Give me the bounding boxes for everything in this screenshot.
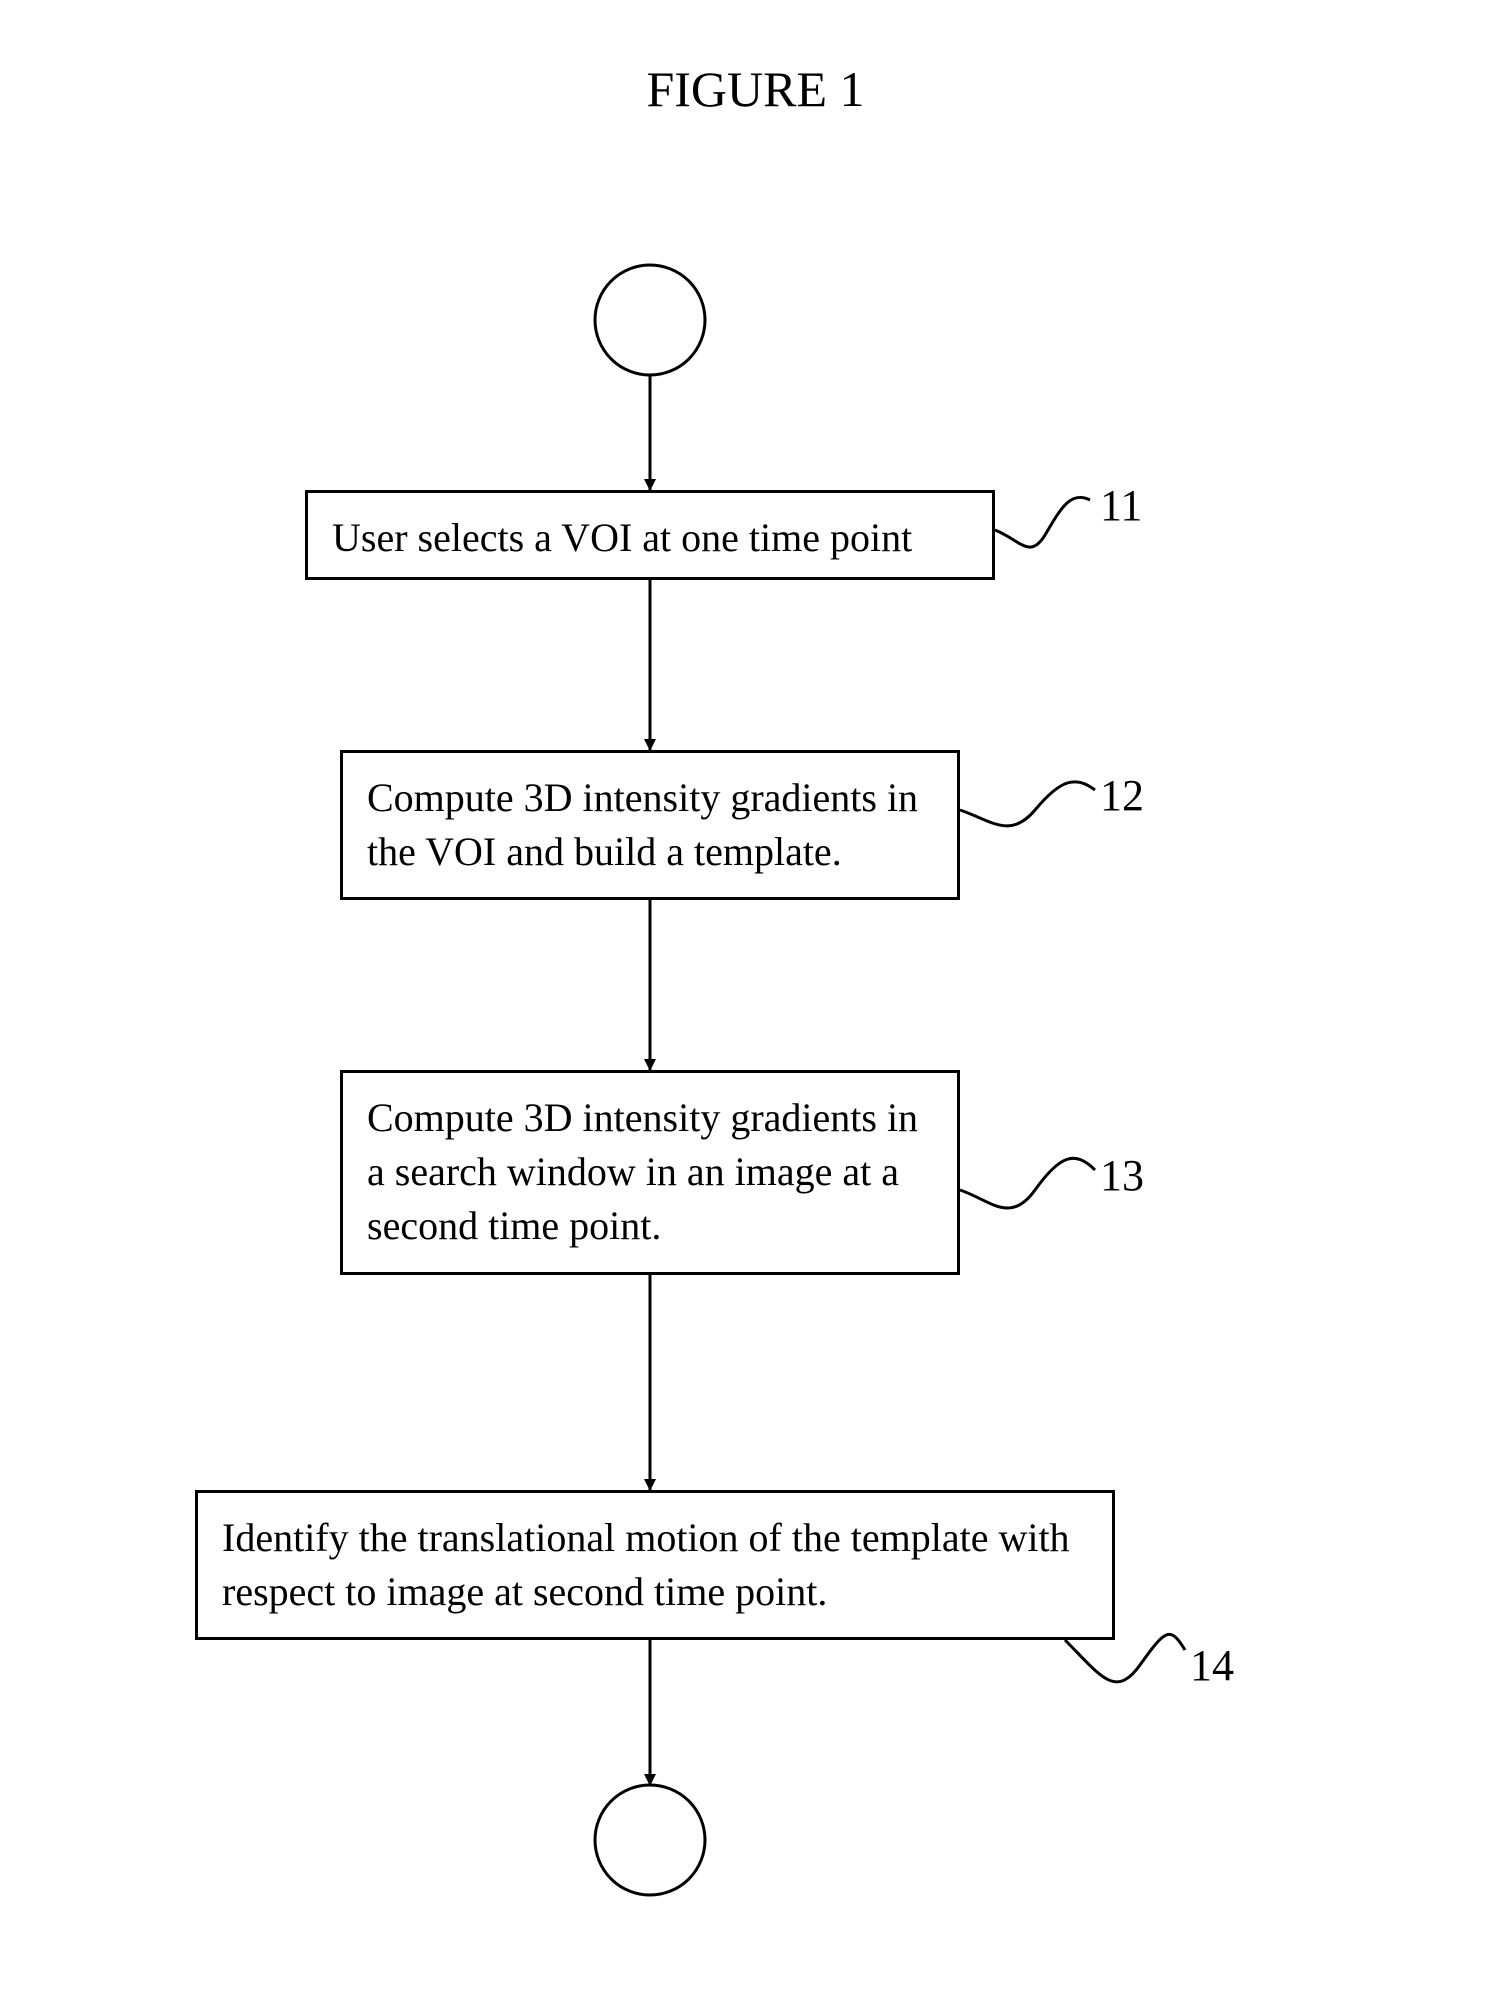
ref-label-b4: 14	[1190, 1640, 1234, 1691]
callout-squiggle-b4	[1065, 1634, 1185, 1681]
ref-label-b1: 11	[1100, 480, 1142, 531]
callout-squiggle-b1	[995, 497, 1090, 547]
callout-squiggle-b3	[960, 1158, 1095, 1208]
start-terminal	[595, 265, 705, 375]
flow-step-b2: Compute 3D intensity gradients in the VO…	[340, 750, 960, 900]
callout-squiggle-b2	[960, 782, 1095, 826]
flow-step-b4: Identify the translational motion of the…	[195, 1490, 1115, 1640]
ref-label-b2: 12	[1100, 770, 1144, 821]
flow-step-b1: User selects a VOI at one time point	[305, 490, 995, 580]
flowchart-svg	[0, 0, 1511, 1989]
ref-label-b3: 13	[1100, 1150, 1144, 1201]
end-terminal	[595, 1785, 705, 1895]
flow-step-b3: Compute 3D intensity gradients in a sear…	[340, 1070, 960, 1275]
